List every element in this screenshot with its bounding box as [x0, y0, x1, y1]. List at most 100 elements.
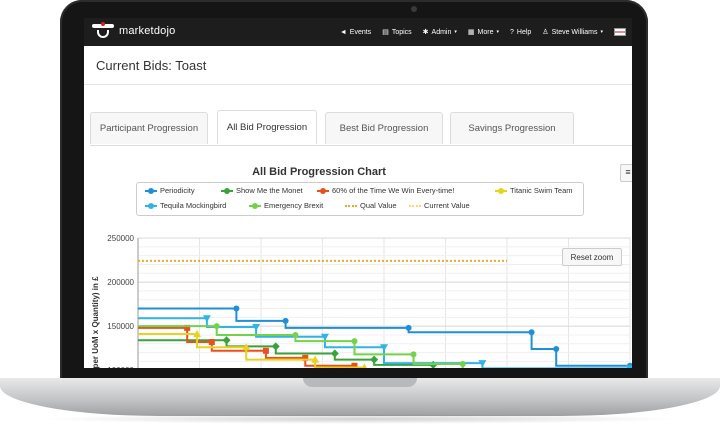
camera-dot: [411, 6, 417, 12]
top-navbar: marketdojo ◄ Events ▤ Topics ✱ Admin ▾ ▦ More ▾? H…: [84, 18, 632, 46]
tab-all-bid-progression[interactable]: All Bid Progression: [217, 110, 317, 144]
data-point: [213, 323, 220, 330]
data-point: [193, 330, 202, 338]
y-axis-label: ce per UoM x Quantity) in £: [91, 276, 100, 368]
chart-legend: Periodicity Show Me the Monet 60% of the T…: [136, 182, 584, 216]
legend-label: Tequila Mockingbird: [160, 201, 227, 210]
tab-best-bid-progression[interactable]: Best Bid Progression: [325, 112, 443, 144]
data-point: [459, 361, 466, 368]
nav-label: More: [477, 28, 494, 36]
legend-item[interactable]: Periodicity: [145, 186, 195, 195]
logo-text: marketdojo: [119, 25, 176, 37]
language-flag-icon[interactable]: [614, 28, 626, 36]
legend-item[interactable]: 60% of the Time We Win Every-time!: [317, 186, 454, 195]
chart-container: All Bid Progression Chart ≡ Periodicity S…: [84, 158, 632, 368]
nav-label: Events: [349, 28, 372, 36]
y-tick-label: 100000: [107, 366, 134, 368]
tab-savings-progression[interactable]: Savings Progression: [450, 112, 574, 144]
chart-menu-button[interactable]: ≡: [620, 164, 632, 182]
laptop-notch: [303, 378, 417, 387]
chart-title: All Bid Progression Chart: [252, 166, 386, 178]
data-point: [478, 360, 487, 368]
legend-label: Titanic Swim Team: [510, 186, 573, 195]
data-point: [302, 354, 309, 361]
nav-item-events[interactable]: ◄ Events: [340, 29, 371, 36]
legend-swatch: [317, 187, 329, 194]
legend-label: Current Value: [424, 201, 470, 210]
data-point: [202, 315, 211, 323]
chart-plot: 250000 200000 150000 100000 ce per UoM x Qua…: [91, 234, 632, 368]
tab-participant-progression[interactable]: Participant Progression: [90, 112, 208, 144]
legend-swatch: [345, 204, 357, 207]
legend-label: Periodicity: [160, 186, 195, 195]
data-point: [262, 347, 269, 354]
data-point: [252, 324, 261, 332]
chevron-down-icon: ▾: [454, 29, 457, 35]
user-icon: ♙: [542, 29, 549, 36]
data-point: [208, 338, 215, 345]
legend-label: 60% of the Time We Win Every-time!: [332, 186, 455, 195]
legend-label: Qual Value: [360, 201, 397, 210]
legend-item[interactable]: Titanic Swim Team: [495, 186, 573, 195]
data-point: [330, 349, 339, 358]
nav-label: Steve Williams: [551, 28, 598, 36]
tabs-baseline: [90, 145, 632, 146]
data-point: [233, 305, 240, 312]
data-point: [351, 338, 358, 345]
data-point: [528, 329, 535, 336]
data-point: [626, 365, 632, 368]
data-point: [380, 344, 388, 352]
legend-item[interactable]: Emergency Brexit: [249, 201, 323, 210]
nav-item-help[interactable]: ? Help: [510, 29, 531, 36]
legend-swatch: [409, 204, 421, 207]
screen: marketdojo ◄ Events ▤ Topics ✱ Admin ▾ ▦ More ▾? H…: [84, 18, 632, 368]
page-title: Current Bids: Toast: [96, 58, 207, 73]
data-point: [578, 367, 583, 368]
nav-label: Help: [516, 28, 532, 36]
data-point: [370, 355, 379, 364]
megaphone-icon: ◄: [339, 28, 347, 36]
gear-icon: ✱: [422, 29, 429, 36]
data-point: [361, 363, 367, 368]
chevron-down-icon: ▾: [496, 29, 499, 35]
laptop-shadow: [40, 414, 680, 424]
legend-swatch: [221, 187, 233, 194]
data-point: [311, 355, 320, 363]
y-tick-label: 250000: [107, 234, 134, 243]
data-point: [410, 351, 417, 358]
app-logo[interactable]: marketdojo: [92, 22, 175, 40]
data-point: [292, 331, 299, 338]
data-point: [351, 362, 358, 368]
series-line-titanic-swim-team: [138, 333, 366, 368]
legend-swatch: [145, 202, 157, 209]
help-icon: ?: [509, 28, 514, 36]
nav-label: Topics: [391, 28, 412, 36]
grid-icon: ▦: [467, 29, 475, 36]
nav-item-topics[interactable]: ▤ Topics: [382, 28, 412, 37]
legend-item[interactable]: Qual Value: [345, 201, 397, 210]
legend-item[interactable]: Current Value: [409, 201, 470, 210]
legend-swatch: [249, 202, 261, 209]
data-point: [184, 324, 191, 331]
legend-label: Emergency Brexit: [264, 201, 324, 210]
divider: [84, 84, 632, 85]
legend-item[interactable]: Tequila Mockingbird: [145, 201, 226, 210]
legend-swatch: [145, 187, 157, 194]
reset-zoom-button[interactable]: Reset zoom: [562, 248, 622, 266]
chevron-down-icon: ▾: [600, 29, 603, 35]
logo-icon: [92, 22, 114, 40]
legend-item[interactable]: Show Me the Monet: [221, 186, 303, 195]
top-nav-menu: ◄ Events ▤ Topics ✱ Admin ▾ ▦ More ▾? Help ♙ Steve W…: [340, 18, 626, 46]
nav-label: Admin: [431, 28, 452, 36]
legend-swatch: [495, 187, 507, 194]
nav-item-more[interactable]: ▦ More ▾: [467, 28, 499, 37]
document-icon: ▤: [382, 29, 389, 36]
y-tick-label: 200000: [107, 278, 134, 287]
data-point: [242, 343, 251, 351]
nav-item-steve-williams[interactable]: ♙ Steve Williams ▾: [542, 28, 603, 37]
y-tick-label: 150000: [107, 322, 134, 331]
data-point: [282, 317, 289, 324]
data-point: [553, 346, 560, 353]
nav-item-admin[interactable]: ✱ Admin ▾: [422, 28, 457, 37]
data-point: [320, 333, 329, 341]
